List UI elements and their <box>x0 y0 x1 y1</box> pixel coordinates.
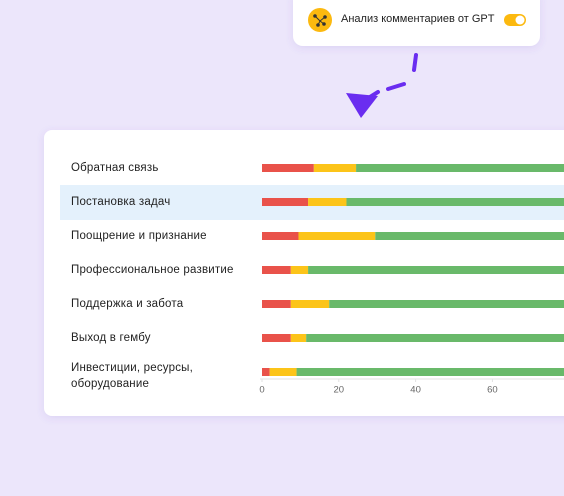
bar-segment <box>375 232 564 240</box>
bar-segment <box>262 164 314 172</box>
bar-segment <box>308 266 564 274</box>
dashed-arrow <box>368 53 418 99</box>
category-label: Поддержка и забота <box>71 298 184 310</box>
bar-segment <box>313 164 357 172</box>
category-label: Постановка задач <box>71 196 171 208</box>
bar-segment <box>262 232 299 240</box>
bar-segment <box>346 198 564 206</box>
bar-segment <box>308 198 347 206</box>
x-tick-label: 20 <box>334 385 345 396</box>
bar-segment <box>290 266 309 274</box>
category-label: Поощрение и признание <box>71 230 207 242</box>
gpt-icon-glyph <box>313 14 327 27</box>
bar-segment <box>329 300 564 308</box>
x-tick-label: 0 <box>259 385 264 396</box>
arrow-head <box>346 93 378 118</box>
bar-segment <box>262 300 291 308</box>
bar-segment <box>269 368 297 376</box>
category-label: Инвестиции, ресурсы, оборудование <box>71 362 194 390</box>
toggle-label: Анализ комментариев от GPT <box>341 13 495 25</box>
bar-segment <box>262 368 270 376</box>
bar-segment <box>262 334 291 342</box>
category-label: Профессиональное развитие <box>71 264 234 276</box>
plot: 0 20 40 60 <box>60 164 564 396</box>
bar-segment <box>290 300 330 308</box>
bar-segment <box>262 266 291 274</box>
bar-segment <box>356 164 564 172</box>
bar-segment <box>298 232 376 240</box>
gpt-icon <box>308 8 332 32</box>
category-label: Обратная связь <box>71 162 159 174</box>
x-tick-label: 40 <box>410 385 421 396</box>
switch-knob[interactable] <box>515 15 525 25</box>
toggle-card <box>293 0 540 46</box>
bar-segment <box>296 368 564 376</box>
toggle-switch[interactable] <box>504 14 526 26</box>
x-tick-label: 60 <box>487 385 498 396</box>
bar-segment <box>290 334 307 342</box>
bar-segment <box>306 334 564 342</box>
bar-segment <box>262 198 309 206</box>
category-label: Выход в гембу <box>71 332 151 344</box>
